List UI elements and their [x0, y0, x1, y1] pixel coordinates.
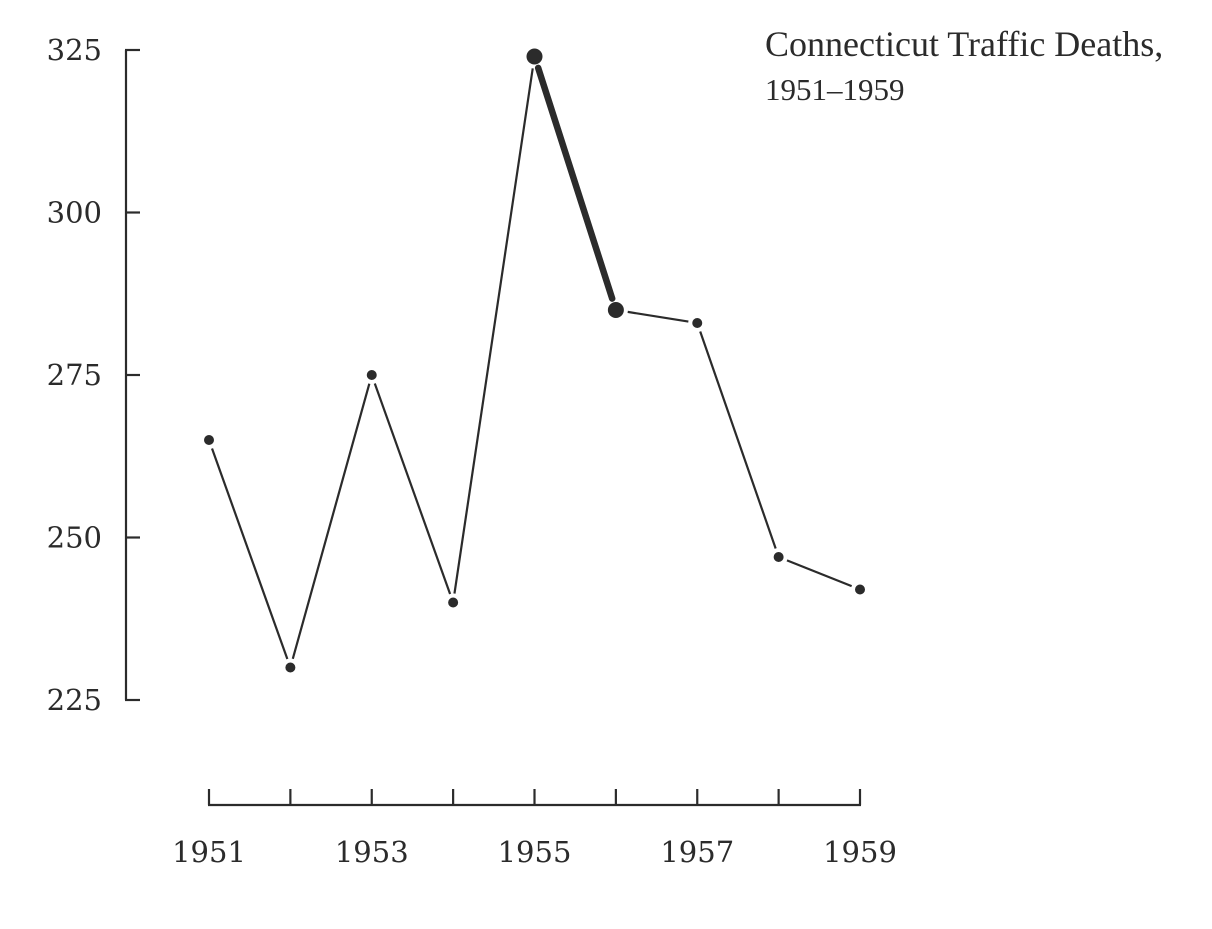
series-segment-1958-1959	[786, 559, 853, 588]
series-segment-1955-1956	[534, 64, 616, 302]
y-tick-label-325: 325	[47, 33, 102, 67]
x-axis: 1951 1953 1955 1957 1959	[172, 789, 897, 869]
data-point-1956	[607, 302, 624, 318]
y-tick-label-225: 225	[47, 683, 102, 717]
series-segment-1956-1957	[627, 310, 689, 323]
data-point-1955	[526, 48, 543, 65]
data-point-1953	[366, 370, 377, 380]
series-segment-1951-1952	[210, 448, 289, 660]
x-tick-label-1959: 1959	[823, 835, 897, 869]
x-tick-label-1951: 1951	[172, 835, 246, 869]
data-point-1958	[773, 552, 784, 562]
data-series	[204, 48, 865, 673]
y-axis: 225 250 275 300 325	[47, 33, 140, 717]
series-segment-1953-1954	[373, 383, 452, 595]
x-tick-label-1957: 1957	[660, 835, 734, 869]
x-tick-label-1953: 1953	[335, 835, 409, 869]
series-segment-1954-1955	[453, 68, 534, 594]
data-point-1951	[204, 435, 214, 445]
y-tick-label-300: 300	[47, 196, 102, 230]
x-tick-label-1955: 1955	[498, 835, 572, 869]
data-point-1957	[692, 318, 703, 328]
data-point-1954	[448, 597, 459, 608]
data-point-1959	[855, 584, 865, 595]
y-tick-label-275: 275	[47, 358, 102, 392]
series-segment-1952-1953	[291, 383, 371, 660]
y-tick-label-250: 250	[47, 521, 102, 555]
series-segment-1957-1958	[699, 331, 777, 549]
data-point-1952	[285, 662, 296, 673]
chart-title: Connecticut Traffic Deaths, 1951–1959	[765, 24, 1163, 107]
chart-title-line-1: Connecticut Traffic Deaths,	[765, 24, 1163, 64]
chart-title-line-2: 1951–1959	[765, 72, 905, 107]
